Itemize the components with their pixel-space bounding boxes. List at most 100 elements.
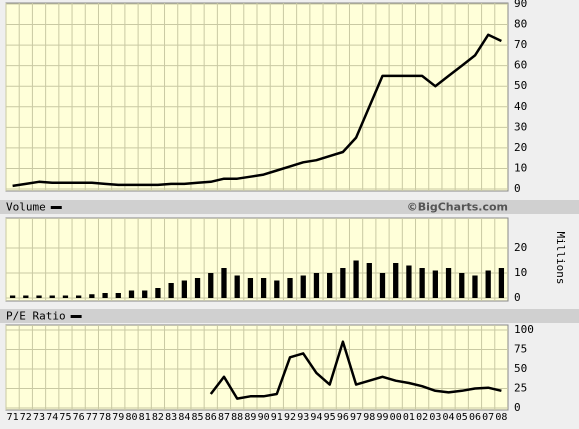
volume-bar xyxy=(23,295,29,298)
y-tick-label: 0 xyxy=(514,401,521,414)
x-tick-label: 86 xyxy=(205,412,217,423)
volume-header-band xyxy=(0,200,579,214)
line-series xyxy=(209,340,502,400)
x-tick-label: 76 xyxy=(73,412,85,423)
x-tick-label: 73 xyxy=(33,412,45,423)
x-tick-label: 97 xyxy=(350,412,362,423)
y-tick-label: 10 xyxy=(514,266,527,279)
volume-bar xyxy=(472,275,478,298)
y-tick-label: 30 xyxy=(514,120,527,133)
y-tick-label: 60 xyxy=(514,59,527,72)
x-tick-label: 92 xyxy=(284,412,296,423)
x-tick-label: 82 xyxy=(152,412,164,423)
volume-bar xyxy=(379,273,386,298)
x-tick-label: 03 xyxy=(429,412,441,423)
y-tick-label: 0 xyxy=(514,182,521,195)
volume-bar xyxy=(168,283,174,298)
volume-bar xyxy=(62,295,69,298)
y-tick-label: 25 xyxy=(514,382,527,395)
volume-bar xyxy=(327,273,333,298)
x-tick-label: 79 xyxy=(112,412,124,423)
source-credit: ©BigCharts.com xyxy=(407,201,508,214)
x-tick-label: 83 xyxy=(165,412,177,423)
x-tick-label: 04 xyxy=(443,412,455,423)
x-tick-label: 93 xyxy=(297,412,309,423)
y-tick-label: 90 xyxy=(514,0,527,10)
volume-bar xyxy=(366,263,372,298)
y-axis-label: Millions xyxy=(554,232,567,285)
x-tick-label: 08 xyxy=(495,412,507,423)
volume-bar xyxy=(49,295,55,298)
x-tick-label: 80 xyxy=(125,412,137,423)
y-tick-label: 80 xyxy=(514,18,527,31)
line-series xyxy=(12,33,502,188)
volume-bar xyxy=(76,295,82,298)
volume-bar xyxy=(445,268,452,298)
volume-bar xyxy=(221,268,227,298)
volume-bar xyxy=(208,273,214,298)
x-tick-label: 78 xyxy=(99,412,111,423)
volume-bar xyxy=(300,275,306,298)
y-tick-label: 75 xyxy=(514,343,527,356)
volume-bar xyxy=(287,278,293,298)
x-tick-label: 06 xyxy=(469,412,481,423)
volume-bar xyxy=(459,273,465,298)
volume-bar xyxy=(274,280,280,298)
volume-bar xyxy=(89,294,95,298)
volume-bar xyxy=(406,265,412,298)
x-tick-label: 71 xyxy=(7,412,19,423)
y-tick-label: 10 xyxy=(514,161,527,174)
x-tick-label: 84 xyxy=(178,412,190,423)
x-tick-label: 89 xyxy=(244,412,256,423)
volume-bar xyxy=(181,280,187,298)
volume-bar xyxy=(260,278,267,298)
x-tick-label: 99 xyxy=(376,412,388,423)
y-tick-label: 100 xyxy=(514,323,534,336)
volume-bar xyxy=(36,295,42,298)
volume-bar xyxy=(485,270,491,298)
volume-bar xyxy=(234,275,240,298)
y-tick-label: 50 xyxy=(514,362,527,375)
y-tick-label: 20 xyxy=(514,141,527,154)
pe-header-band xyxy=(0,309,579,323)
y-tick-label: 70 xyxy=(514,38,527,51)
volume-bar xyxy=(313,273,320,298)
volume-bar xyxy=(419,268,425,298)
x-tick-label: 74 xyxy=(46,412,58,423)
x-tick-label: 81 xyxy=(139,412,151,423)
legend-label: P/E Ratio xyxy=(6,310,66,323)
x-tick-label: 00 xyxy=(390,412,402,423)
x-tick-label: 94 xyxy=(310,412,322,423)
volume-bar xyxy=(9,295,16,298)
volume-bar xyxy=(247,278,254,298)
volume-bar xyxy=(128,290,135,298)
x-tick-label: 07 xyxy=(482,412,494,423)
volume-bar xyxy=(353,260,359,298)
volume-bar xyxy=(102,293,108,298)
x-tick-label: 02 xyxy=(416,412,428,423)
volume-bar xyxy=(194,278,201,298)
x-tick-label: 85 xyxy=(192,412,204,423)
x-tick-label: 91 xyxy=(271,412,283,423)
volume-bar xyxy=(498,268,505,298)
volume-bar xyxy=(393,263,399,298)
x-tick-label: 88 xyxy=(231,412,243,423)
x-tick-label: 95 xyxy=(324,412,336,423)
x-tick-label: 96 xyxy=(337,412,349,423)
x-tick-label: 90 xyxy=(258,412,270,423)
x-tick-label: 05 xyxy=(456,412,468,423)
x-tick-label: 87 xyxy=(218,412,230,423)
volume-bar xyxy=(155,288,161,298)
x-tick-label: 01 xyxy=(403,412,415,423)
y-tick-label: 40 xyxy=(514,100,527,113)
volume-bar xyxy=(340,268,346,298)
x-tick-label: 75 xyxy=(59,412,71,423)
y-tick-label: 20 xyxy=(514,241,527,254)
volume-bar xyxy=(115,293,121,298)
legend-label: Volume xyxy=(6,201,46,214)
x-tick-label: 72 xyxy=(20,412,32,423)
x-tick-label: 77 xyxy=(86,412,98,423)
y-tick-label: 0 xyxy=(514,291,521,304)
x-tick-label: 98 xyxy=(363,412,375,423)
